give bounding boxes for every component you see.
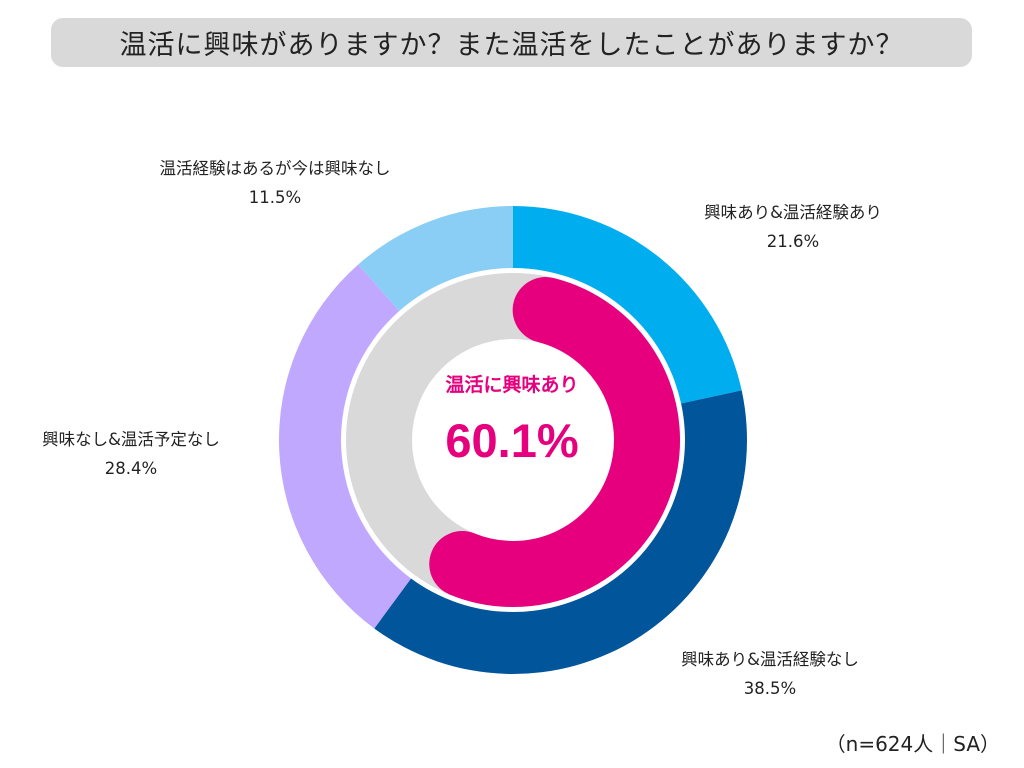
center-value: 60.1%: [445, 414, 579, 467]
legend-value: 21.6%: [766, 232, 820, 251]
inner-ring-highlight: [429, 277, 680, 607]
legend-value: 11.5%: [248, 188, 302, 207]
legend-value: 38.5%: [743, 679, 797, 698]
center-caption: 温活に興味あり: [445, 374, 579, 396]
outer-slice-3: [278, 264, 412, 629]
legend-name: 興味あり&温活経験なし: [681, 650, 859, 669]
outer-slice-1: [513, 206, 742, 404]
chart-title: 温活に興味がありますか？また温活をしたことがありますか？: [51, 18, 972, 67]
legend-label-interest-lost: 温活経験はあるが今は興味なし 11.5%: [136, 154, 414, 212]
legend-label-no-interest: 興味なし&温活予定なし 28.4%: [14, 425, 248, 483]
legend-value: 28.4%: [104, 459, 158, 478]
legend-name: 興味なし&温活予定なし: [42, 430, 220, 449]
legend-label-interest-experienced: 興味あり&温活経験あり 21.6%: [676, 198, 910, 256]
legend-name: 興味あり&温活経験あり: [704, 203, 882, 222]
outer-slice-2: [374, 390, 747, 675]
legend-label-interest-not-experienced: 興味あり&温活経験なし 38.5%: [652, 645, 888, 703]
sample-size-note: （n=624人｜SA）: [825, 732, 1000, 756]
outer-slice-4: [358, 206, 513, 311]
legend-name: 温活経験はあるが今は興味なし: [159, 159, 391, 178]
